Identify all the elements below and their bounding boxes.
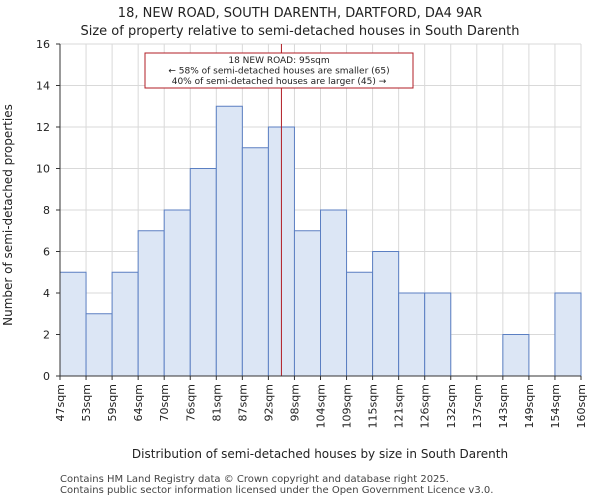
x-tick-label: 64sqm	[132, 384, 145, 421]
x-tick-label: 143sqm	[497, 384, 510, 428]
bar-109sqm	[346, 271, 374, 377]
bar-70sqm	[163, 209, 191, 377]
bar-64sqm	[137, 230, 165, 377]
x-tick-label: 53sqm	[80, 384, 93, 421]
x-tick-label: 92sqm	[262, 384, 275, 421]
x-tick-label: 98sqm	[288, 384, 301, 421]
y-tick-label: 6	[43, 246, 50, 259]
bar-143sqm	[502, 334, 530, 377]
bar-47sqm	[59, 271, 87, 377]
bar-53sqm	[85, 313, 113, 377]
x-axis-label: Distribution of semi-detached houses by …	[132, 447, 508, 461]
marker-annotation-line-1: 18 NEW ROAD: 95sqm	[228, 56, 329, 66]
x-tick-label: 137sqm	[471, 384, 484, 428]
x-tick-label: 81sqm	[210, 384, 223, 421]
x-tick-label: 70sqm	[158, 384, 171, 421]
x-tick-label: 132sqm	[445, 384, 458, 428]
x-tick-label: 149sqm	[523, 384, 536, 428]
bar-104sqm	[320, 209, 348, 377]
x-tick-label: 104sqm	[315, 384, 328, 428]
bar-76sqm	[189, 168, 217, 377]
x-tick-label: 47sqm	[54, 384, 67, 421]
y-tick-label: 14	[36, 80, 50, 93]
y-tick-label: 2	[43, 329, 50, 342]
bar-126sqm	[424, 292, 452, 377]
footer-line-1: Contains HM Land Registry data © Crown c…	[60, 474, 449, 485]
chart-subtitle: Size of property relative to semi-detach…	[80, 24, 519, 39]
x-tick-label: 59sqm	[106, 384, 119, 421]
marker-annotation-line-2: ← 58% of semi-detached houses are smalle…	[168, 67, 389, 77]
y-tick-label: 8	[43, 204, 50, 217]
marker-annotation-line-3: 40% of semi-detached houses are larger (…	[172, 77, 387, 87]
bar-98sqm	[293, 230, 322, 377]
x-tick-label: 109sqm	[341, 384, 354, 428]
property-marker: 18 NEW ROAD: 95sqm← 58% of semi-detached…	[144, 44, 414, 376]
marker-annotation-box	[144, 52, 414, 89]
y-tick-label: 10	[36, 163, 50, 176]
y-axis-label: Number of semi-detached properties	[1, 104, 15, 326]
y-tick-label: 4	[43, 287, 50, 300]
y-tick-label: 16	[36, 38, 50, 51]
x-tick-label: 160sqm	[575, 384, 588, 428]
x-tick-label: 121sqm	[393, 384, 406, 428]
bar-115sqm	[372, 251, 400, 377]
x-tick-label: 76sqm	[184, 384, 197, 421]
x-tick-label: 87sqm	[236, 384, 249, 421]
chart-title: 18, NEW ROAD, SOUTH DARENTH, DARTFORD, D…	[118, 6, 482, 21]
bar-87sqm	[241, 147, 269, 377]
y-tick-labels: 0 2 4 6 8 10 12 14 16	[36, 38, 60, 383]
x-tick-label: 126sqm	[419, 384, 432, 428]
bar-121sqm	[398, 292, 426, 377]
bar-154sqm	[554, 292, 582, 377]
footer-line-2: Contains public sector information licen…	[60, 485, 493, 496]
y-tick-label: 12	[36, 121, 50, 134]
x-tick-labels: 47sqm 53sqm 59sqm 64sqm 70sqm 76sqm 81sqm 87sqm…	[54, 376, 588, 428]
bar-81sqm	[215, 105, 243, 377]
x-tick-label: 115sqm	[367, 384, 380, 428]
x-tick-label: 154sqm	[549, 384, 562, 428]
bars	[59, 105, 582, 377]
bar-59sqm	[111, 271, 139, 377]
y-tick-label: 0	[43, 370, 50, 383]
